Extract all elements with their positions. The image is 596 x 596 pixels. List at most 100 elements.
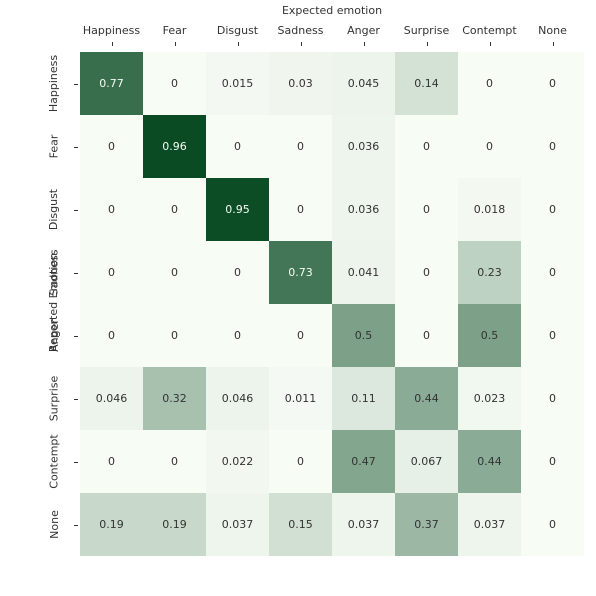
heatmap-cell: 0 [143,430,206,493]
x-axis-tick [427,42,428,46]
y-axis-tick [74,210,78,211]
y-axis-label: Surprise [32,367,76,430]
heatmap-cell: 0 [80,430,143,493]
heatmap-cell: 0.011 [269,367,332,430]
heatmap-cell: 0.47 [332,430,395,493]
heatmap-cell: 0.023 [458,367,521,430]
heatmap-cell: 0.11 [332,367,395,430]
heatmap-cell: 0 [458,115,521,178]
heatmap-cell: 0.73 [269,241,332,304]
heatmap-cell: 0.32 [143,367,206,430]
x-axis-label: Disgust [206,24,269,37]
heatmap-cell: 0.14 [395,52,458,115]
heatmap-cell: 0.95 [206,178,269,241]
y-axis-label: None [32,493,76,556]
x-axis-tick [112,42,113,46]
heatmap-cell: 0 [521,241,584,304]
heatmap-cell: 0.03 [269,52,332,115]
heatmap-cell: 0 [269,115,332,178]
heatmap-cell: 0.037 [458,493,521,556]
y-axis-label: Fear [32,115,76,178]
y-axis-tick [74,336,78,337]
heatmap-cell: 0 [143,304,206,367]
heatmap-cell: 0 [458,52,521,115]
heatmap-cell: 0.5 [332,304,395,367]
heatmap-cell: 0.19 [80,493,143,556]
y-axis-label: Contempt [32,430,76,493]
heatmap-cell: 0 [269,430,332,493]
heatmap-cell: 0 [80,115,143,178]
heatmap-cell: 0.037 [332,493,395,556]
heatmap-cell: 0 [395,241,458,304]
heatmap-cell: 0 [206,304,269,367]
x-axis-tick [238,42,239,46]
y-axis-tick [74,399,78,400]
y-axis-tick [74,462,78,463]
x-axis-tick [175,42,176,46]
y-axis-tick [74,147,78,148]
heatmap-cell: 0.23 [458,241,521,304]
x-axis-label: None [521,24,584,37]
y-axis-label: Disgust [32,178,76,241]
confusion-matrix-heatmap: Expected emotion HappinessFearDisgustSad… [0,0,596,596]
heatmap-cell: 0.036 [332,115,395,178]
heatmap-cell: 0 [80,304,143,367]
heatmap-cell: 0 [521,52,584,115]
heatmap-cell: 0 [80,178,143,241]
heatmap-cell: 0 [521,178,584,241]
heatmap-cell: 0.067 [395,430,458,493]
x-axis-labels: HappinessFearDisgustSadnessAngerSurprise… [80,24,584,37]
y-axis-label: Anger [32,304,76,367]
heatmap-cell: 0.046 [80,367,143,430]
heatmap-cell: 0.037 [206,493,269,556]
heatmap-cell: 0.15 [269,493,332,556]
x-axis-tick [301,42,302,46]
heatmap-cell: 0.44 [395,367,458,430]
heatmap-cell: 0 [521,493,584,556]
heatmap-cell: 0 [521,430,584,493]
heatmap-cell: 0.44 [458,430,521,493]
heatmap-cell: 0 [143,52,206,115]
heatmap-cell: 0.77 [80,52,143,115]
x-axis-tick [553,42,554,46]
heatmap-cell: 0 [206,115,269,178]
y-axis-tick [74,525,78,526]
y-axis-tick [74,273,78,274]
y-axis-label: Sadness [32,241,76,304]
y-axis-labels: HappinessFearDisgustSadnessAngerSurprise… [32,52,76,556]
x-axis-tick [490,42,491,46]
y-axis-tick [74,84,78,85]
heatmap-cell: 0 [80,241,143,304]
heatmap-cell: 0.37 [395,493,458,556]
x-axis-label: Sadness [269,24,332,37]
x-axis-title: Expected emotion [80,4,584,17]
heatmap-cell: 0.046 [206,367,269,430]
heatmap-cell: 0 [395,304,458,367]
heatmap-cell: 0.036 [332,178,395,241]
heatmap-cell: 0.5 [458,304,521,367]
heatmap-cell: 0 [269,304,332,367]
heatmap-cell: 0.041 [332,241,395,304]
heatmap-cell: 0 [521,115,584,178]
x-axis-label: Anger [332,24,395,37]
heatmap-cell: 0.045 [332,52,395,115]
heatmap-cell: 0 [395,115,458,178]
heatmap-cell: 0.19 [143,493,206,556]
x-axis-label: Fear [143,24,206,37]
heatmap-cell: 0.96 [143,115,206,178]
heatmap-cell: 0.015 [206,52,269,115]
heatmap-cell: 0.018 [458,178,521,241]
y-axis-label: Happiness [32,52,76,115]
heatmap-cell: 0 [395,178,458,241]
x-axis-label: Surprise [395,24,458,37]
heatmap-cell: 0.022 [206,430,269,493]
heatmap-cell: 0 [521,304,584,367]
x-axis-label: Happiness [80,24,143,37]
heatmap-cell: 0 [143,241,206,304]
heatmap-cell: 0 [521,367,584,430]
heatmap-grid: 0.7700.0150.030.0450.140000.96000.036000… [80,52,584,556]
heatmap-cell: 0 [269,178,332,241]
x-axis-label: Contempt [458,24,521,37]
heatmap-cell: 0 [206,241,269,304]
heatmap-cell: 0 [143,178,206,241]
